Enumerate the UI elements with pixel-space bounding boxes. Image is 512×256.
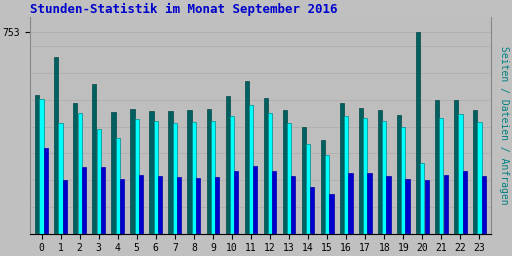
Bar	[424, 180, 429, 233]
Bar	[416, 32, 420, 233]
Bar	[101, 167, 105, 233]
Bar	[310, 187, 314, 233]
Bar	[368, 173, 372, 233]
Bar	[73, 103, 77, 233]
Bar	[154, 121, 158, 233]
Bar	[268, 113, 272, 233]
Bar	[234, 172, 238, 233]
Bar	[397, 115, 401, 233]
Bar	[158, 176, 162, 233]
Bar	[443, 175, 448, 233]
Bar	[63, 180, 67, 233]
Bar	[340, 103, 344, 233]
Bar	[211, 121, 215, 233]
Bar	[206, 109, 211, 233]
Bar	[82, 167, 86, 233]
Bar	[39, 99, 44, 233]
Bar	[192, 122, 196, 233]
Text: Stunden-Statistik im Monat September 2016: Stunden-Statistik im Monat September 201…	[30, 3, 337, 16]
Bar	[187, 110, 191, 233]
Bar	[348, 173, 353, 233]
Bar	[406, 179, 410, 233]
Bar	[116, 138, 120, 233]
Bar	[35, 94, 39, 233]
Bar	[302, 127, 306, 233]
Bar	[54, 57, 58, 233]
Bar	[477, 122, 482, 233]
Bar	[230, 116, 234, 233]
Bar	[177, 177, 181, 233]
Bar	[97, 129, 101, 233]
Bar	[139, 175, 143, 233]
Bar	[458, 114, 462, 233]
Bar	[401, 127, 406, 233]
Bar	[245, 81, 249, 233]
Bar	[329, 194, 333, 233]
Bar	[226, 96, 230, 233]
Bar	[382, 121, 387, 233]
Bar	[463, 171, 467, 233]
Bar	[344, 116, 348, 233]
Bar	[473, 110, 477, 233]
Bar	[253, 166, 258, 233]
Bar	[272, 171, 276, 233]
Bar	[196, 178, 200, 233]
Bar	[215, 177, 219, 233]
Bar	[287, 123, 291, 233]
Bar	[387, 176, 391, 233]
Bar	[359, 109, 363, 233]
Y-axis label: Seiten / Dateien / Anfragen: Seiten / Dateien / Anfragen	[499, 46, 509, 205]
Bar	[173, 123, 177, 233]
Bar	[482, 176, 486, 233]
Bar	[135, 119, 139, 233]
Bar	[44, 148, 48, 233]
Bar	[131, 109, 135, 233]
Bar	[168, 111, 173, 233]
Bar	[325, 155, 329, 233]
Bar	[420, 163, 424, 233]
Bar	[439, 118, 443, 233]
Bar	[291, 176, 295, 233]
Bar	[306, 144, 310, 233]
Bar	[321, 140, 325, 233]
Bar	[435, 100, 439, 233]
Bar	[454, 100, 458, 233]
Bar	[363, 118, 367, 233]
Bar	[111, 112, 116, 233]
Bar	[249, 105, 253, 233]
Bar	[378, 110, 382, 233]
Bar	[283, 110, 287, 233]
Bar	[150, 111, 154, 233]
Bar	[92, 84, 96, 233]
Bar	[58, 123, 62, 233]
Bar	[264, 98, 268, 233]
Bar	[120, 179, 124, 233]
Bar	[77, 113, 82, 233]
